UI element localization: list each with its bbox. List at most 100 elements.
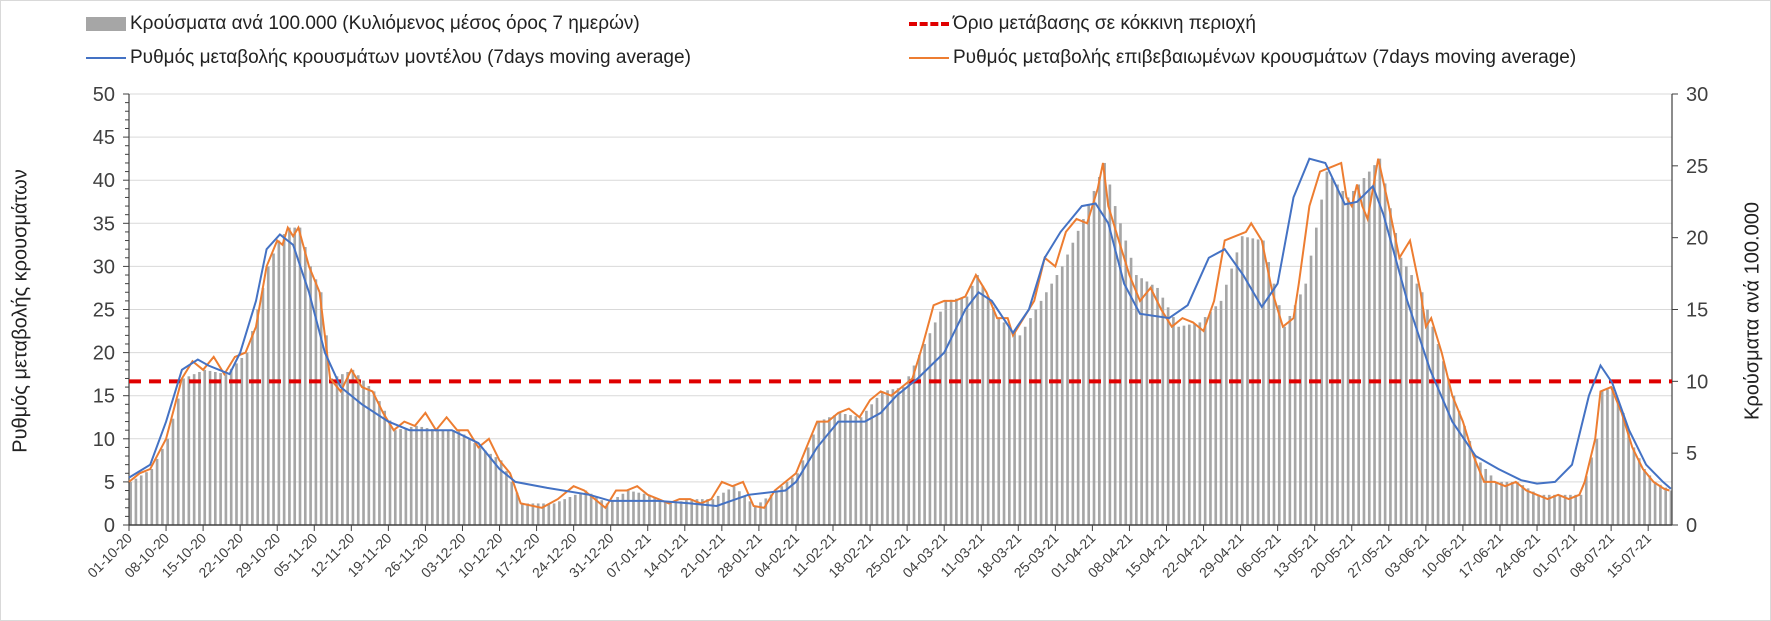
bar xyxy=(621,493,625,525)
bar xyxy=(505,471,508,525)
bar xyxy=(716,495,720,525)
bar xyxy=(139,475,143,525)
bar xyxy=(1082,218,1085,526)
bar xyxy=(1039,300,1043,525)
bar xyxy=(319,292,323,525)
bar xyxy=(1272,283,1276,525)
bar xyxy=(764,498,768,525)
bar xyxy=(780,486,784,525)
bar xyxy=(457,430,461,525)
bar xyxy=(955,298,958,525)
y-left-tick-label: 5 xyxy=(104,472,115,494)
bar xyxy=(1341,190,1345,525)
bar xyxy=(171,418,175,525)
bar xyxy=(1029,318,1032,525)
bar xyxy=(473,443,477,525)
bar xyxy=(303,247,307,525)
bar xyxy=(563,499,566,525)
bar xyxy=(1060,266,1064,525)
bar xyxy=(981,285,985,525)
bar xyxy=(775,490,778,525)
bar xyxy=(843,414,847,525)
bar xyxy=(1293,305,1297,525)
bar xyxy=(1177,326,1181,525)
bar xyxy=(1240,236,1244,526)
bar xyxy=(404,428,408,525)
bar xyxy=(134,478,138,525)
y-right-tick-label: 5 xyxy=(1686,443,1697,465)
bar xyxy=(695,499,699,525)
bar xyxy=(415,425,418,525)
bar xyxy=(1161,297,1165,525)
bar xyxy=(1267,262,1271,525)
legend-item-bars: Κρούσματα ανά 100.000 (Κυλιόμενος μέσος … xyxy=(86,13,640,35)
bar xyxy=(208,370,212,525)
bar xyxy=(949,299,953,525)
bar xyxy=(960,297,963,525)
bar xyxy=(314,279,318,525)
bar xyxy=(1616,400,1620,525)
bar xyxy=(1399,257,1403,525)
legend-item-threshold: Όριο μετάβασης σε κόκκινη περιοχή xyxy=(909,13,1256,35)
bar xyxy=(859,417,863,525)
y-left-tick-label: 30 xyxy=(93,256,115,278)
bar xyxy=(1452,395,1456,525)
bar xyxy=(552,503,556,525)
confirmed-series-line xyxy=(128,158,1670,510)
bar xyxy=(1383,183,1387,525)
bar xyxy=(1373,165,1376,526)
bar xyxy=(769,494,773,525)
bar xyxy=(1097,176,1101,525)
bar xyxy=(1542,494,1546,525)
bar xyxy=(547,503,551,525)
y-left-tick-label: 15 xyxy=(93,386,115,408)
bar xyxy=(700,499,704,525)
bar xyxy=(203,369,207,525)
bar xyxy=(727,489,731,525)
bar xyxy=(1494,481,1498,525)
bar xyxy=(1500,481,1503,525)
bar xyxy=(849,415,852,525)
bar xyxy=(176,398,180,525)
bar xyxy=(309,266,312,525)
bar xyxy=(928,333,932,525)
bar xyxy=(1066,254,1069,526)
bar xyxy=(600,500,604,525)
y-right-tick-label: 30 xyxy=(1686,84,1708,106)
bar xyxy=(1103,162,1106,525)
bar xyxy=(1087,204,1091,526)
bar xyxy=(251,331,254,525)
bar xyxy=(1214,306,1218,525)
bar xyxy=(1045,292,1048,525)
bar xyxy=(965,296,969,525)
bar xyxy=(1330,178,1334,526)
bar xyxy=(1579,494,1583,525)
bar xyxy=(822,419,826,525)
bar xyxy=(468,438,471,525)
bar xyxy=(325,335,328,525)
bar xyxy=(431,429,434,525)
legend-item-model: Ρυθμός μεταβολής κρουσμάτων μοντέλου (7d… xyxy=(86,47,691,69)
bar xyxy=(1018,335,1022,525)
bar xyxy=(515,492,519,525)
bar xyxy=(1262,240,1265,526)
bar xyxy=(1389,208,1392,525)
bar xyxy=(679,501,683,525)
legend-item-confirmed: Ρυθμός μεταβολής επιβεβαιωμένων κρουσμάτ… xyxy=(909,47,1576,69)
bar xyxy=(584,490,588,525)
bar xyxy=(690,499,694,525)
bar xyxy=(372,391,376,525)
bar xyxy=(1521,485,1525,525)
bar xyxy=(1526,488,1530,525)
bar xyxy=(1606,389,1609,525)
bar xyxy=(976,275,979,525)
bar xyxy=(828,417,831,525)
y-right-tick-label: 10 xyxy=(1686,371,1708,393)
y-left-tick-label: 20 xyxy=(93,343,115,365)
bar xyxy=(1547,494,1551,525)
bar xyxy=(129,481,132,525)
y-left-tick-label: 40 xyxy=(93,170,115,192)
y-left-tick-label: 0 xyxy=(104,515,115,537)
bar xyxy=(161,448,164,525)
bar xyxy=(1277,305,1281,525)
